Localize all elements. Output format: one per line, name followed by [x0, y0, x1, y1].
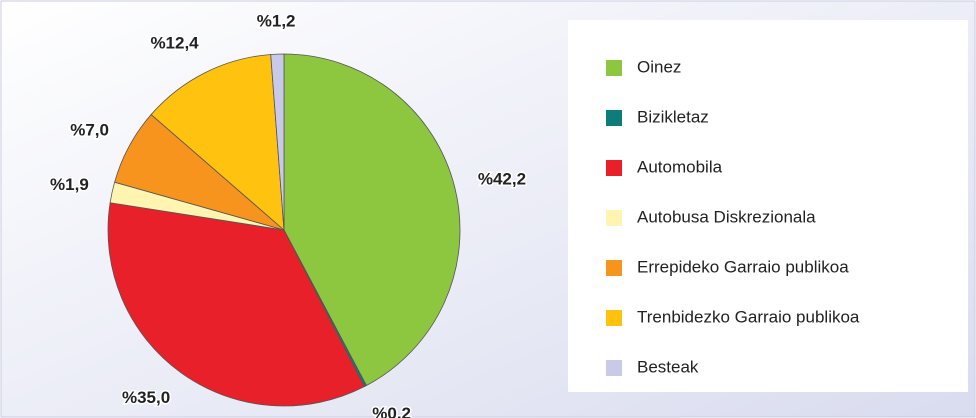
value-label: %7,0: [70, 121, 109, 140]
legend-swatch: [606, 160, 622, 176]
legend-swatch: [606, 310, 622, 326]
value-label: %12,4: [150, 34, 199, 53]
legend-label: Errepideko Garraio publikoa: [637, 257, 849, 276]
legend-label: Autobusa Diskrezionala: [637, 207, 816, 226]
value-label: %35,0: [122, 388, 170, 407]
legend-label: Automobila: [637, 157, 723, 176]
legend-label: Bizikletaz: [637, 107, 709, 126]
legend-box: [568, 20, 968, 392]
legend-swatch: [606, 210, 622, 226]
legend-swatch: [606, 60, 622, 76]
legend-swatch: [606, 360, 622, 376]
value-label: %42,2: [478, 169, 526, 188]
pie-slice: [283, 53, 461, 387]
legend-label: Besteak: [637, 357, 699, 376]
value-label: %1,9: [50, 175, 89, 194]
value-label: %1,2: [257, 12, 296, 31]
value-label: %0,2: [372, 404, 411, 418]
pie-slice: [107, 202, 366, 407]
legend-swatch: [606, 110, 622, 126]
legend-swatch: [606, 260, 622, 276]
pie-slice: [270, 53, 285, 231]
pie-slice: [150, 54, 285, 231]
legend-label: Oinez: [637, 57, 681, 76]
legend-label: Trenbidezko Garraio publikoa: [637, 307, 860, 326]
